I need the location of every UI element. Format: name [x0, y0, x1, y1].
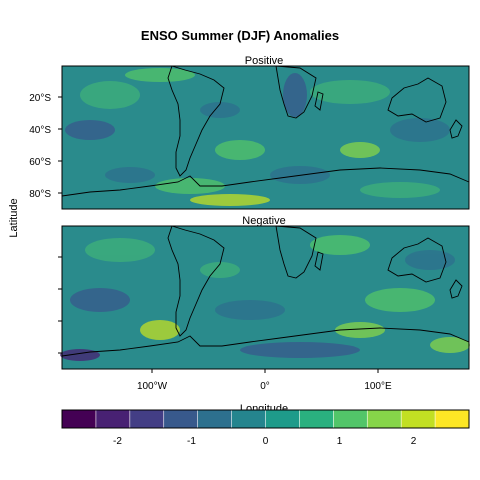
colorbar-swatch	[231, 410, 266, 428]
africa-outline	[275, 225, 317, 279]
madagascar-outline	[314, 91, 324, 111]
y-axis-positive: 20°S 40°S 60°S 80°S	[29, 93, 62, 200]
ytick-label: 40°S	[29, 125, 51, 136]
colorbar-tick-label: 1	[337, 436, 343, 447]
colorbar-swatch	[333, 410, 368, 428]
australia-outline	[387, 237, 447, 283]
ytick-label: 80°S	[29, 189, 51, 200]
colorbar-swatch	[62, 410, 97, 428]
colorbar-swatch	[367, 410, 402, 428]
panel-title-positive: Positive	[245, 55, 284, 67]
colorbar-swatch	[95, 410, 131, 428]
y-axis-label: Latitude	[8, 198, 20, 237]
map-panel-negative	[60, 225, 470, 370]
new-zealand-outline	[449, 119, 463, 139]
south-america-outline	[167, 225, 225, 337]
colorbar-swatch	[129, 410, 165, 428]
australia-outline	[387, 77, 447, 123]
colorbar-swatch	[401, 410, 436, 428]
ytick-label: 60°S	[29, 157, 51, 168]
colorbar-swatch	[299, 410, 334, 428]
colorbar-swatch	[265, 410, 300, 428]
south-america-outline	[167, 65, 225, 177]
ytick-label: 20°S	[29, 93, 51, 104]
madagascar-outline	[314, 251, 324, 271]
xtick-label: 100°E	[364, 381, 392, 392]
panel-title-negative: Negative	[242, 215, 285, 227]
xtick-label: 0°	[260, 381, 270, 392]
colorbar-swatch	[163, 410, 199, 428]
colorbar-frame	[61, 409, 470, 429]
figure-title: ENSO Summer (DJF) Anomalies	[141, 28, 339, 43]
map-panel-positive	[61, 65, 470, 210]
colorbar-tick-label: 0	[263, 436, 269, 447]
y-axis-negative	[58, 256, 62, 354]
new-zealand-outline	[449, 279, 463, 299]
colorbar-swatch	[435, 410, 470, 428]
africa-outline	[275, 65, 317, 119]
colorbar: -2 -1 0 1 2	[61, 409, 470, 447]
x-axis: 100°W 0° 100°E	[137, 369, 392, 392]
colorbar-swatch	[197, 410, 233, 428]
colorbar-tick-label: 2	[411, 436, 417, 447]
colorbar-tick-label: -2	[113, 436, 122, 447]
xtick-label: 100°W	[137, 381, 168, 392]
colorbar-tick-label: -1	[187, 436, 196, 447]
